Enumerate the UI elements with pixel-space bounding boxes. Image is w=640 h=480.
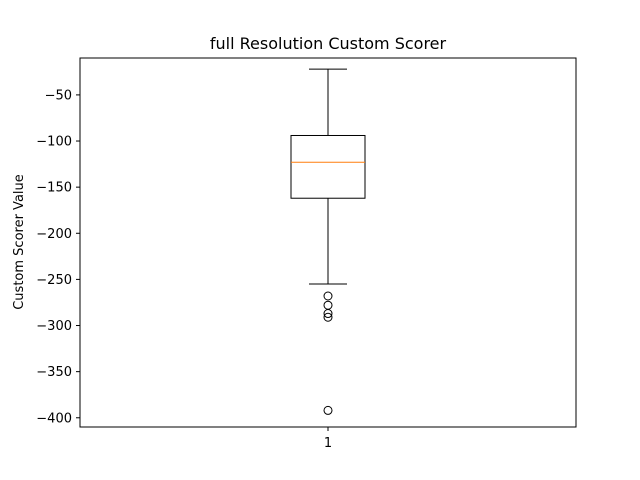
x-tick-label: 1 [324,436,332,451]
outlier-point [323,312,333,322]
y-tick-label: −250 [36,273,72,288]
y-axis: −50 −100 −150 −200 −250 −300 −350 −400 [36,88,80,426]
outlier-point [323,405,333,415]
y-tick-label: −100 [36,135,72,150]
box-1 [290,68,366,415]
iqr-box [290,134,366,199]
y-tick-label: −300 [36,319,72,334]
y-tick-label: −50 [45,88,72,103]
y-tick-label: −150 [36,181,72,196]
boxes-group [290,68,366,415]
outlier-point [323,309,333,319]
x-axis: 1 [324,427,332,451]
y-axis-label: Custom Scorer Value [12,174,27,310]
outlier-point [323,300,333,310]
y-tick-label: −350 [36,365,72,380]
y-tick-label: −400 [36,411,72,426]
y-tick-label: −200 [36,227,72,242]
outlier-point [323,291,333,301]
chart-title: full Resolution Custom Scorer [210,34,447,53]
